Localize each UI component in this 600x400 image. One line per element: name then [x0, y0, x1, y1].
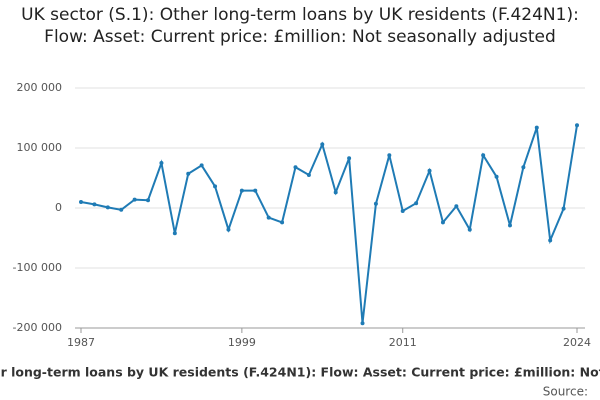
x-tick-label: 2024 [563, 336, 591, 349]
data-point [226, 227, 231, 232]
data-point [360, 321, 365, 326]
y-tick-label: 200 000 [17, 81, 63, 94]
y-tick-label: 100 000 [17, 141, 63, 154]
data-point [266, 215, 271, 220]
data-line [80, 125, 578, 324]
x-tick-label: 1999 [228, 336, 256, 349]
data-point [253, 188, 258, 193]
data-point [575, 123, 579, 128]
data-point [481, 153, 486, 158]
data-point [119, 207, 124, 212]
data-point [414, 201, 419, 206]
data-point [306, 173, 311, 177]
x-tick-label: 2011 [389, 336, 417, 349]
data-point [199, 163, 204, 168]
y-tick-label: -200 000 [13, 321, 62, 334]
data-point [186, 171, 191, 176]
data-point [548, 238, 553, 243]
data-point [467, 227, 472, 232]
data-point [521, 165, 526, 170]
data-point [561, 206, 566, 211]
data-point [440, 220, 445, 225]
data-point [159, 161, 164, 165]
data-point [105, 205, 110, 210]
data-point [454, 204, 459, 209]
data-point [534, 125, 539, 130]
x-tick-label: 1987 [67, 336, 95, 349]
data-point [132, 197, 137, 202]
data-point [293, 165, 298, 170]
chart-title: UK sector (S.1): Other long-term loans b… [21, 5, 579, 47]
data-point [373, 201, 378, 206]
caption: UK sector (S.1): Other long-term loans b… [0, 365, 600, 380]
data-point [494, 174, 499, 179]
data-point [400, 209, 405, 213]
source: Source: [543, 385, 588, 399]
data-point [320, 142, 325, 147]
data-point [79, 200, 83, 204]
data-point [172, 231, 177, 236]
data-point [387, 153, 392, 158]
data-point [213, 184, 218, 189]
data-point [280, 220, 285, 225]
data-point [333, 190, 338, 195]
y-tick-label: -100 000 [13, 261, 62, 274]
data-point [507, 223, 512, 228]
y-tick-label: 0 [55, 201, 62, 214]
data-point [92, 202, 97, 207]
data-point [347, 156, 352, 161]
data-point [146, 198, 151, 203]
data-point [427, 168, 432, 173]
data-point [239, 188, 244, 193]
